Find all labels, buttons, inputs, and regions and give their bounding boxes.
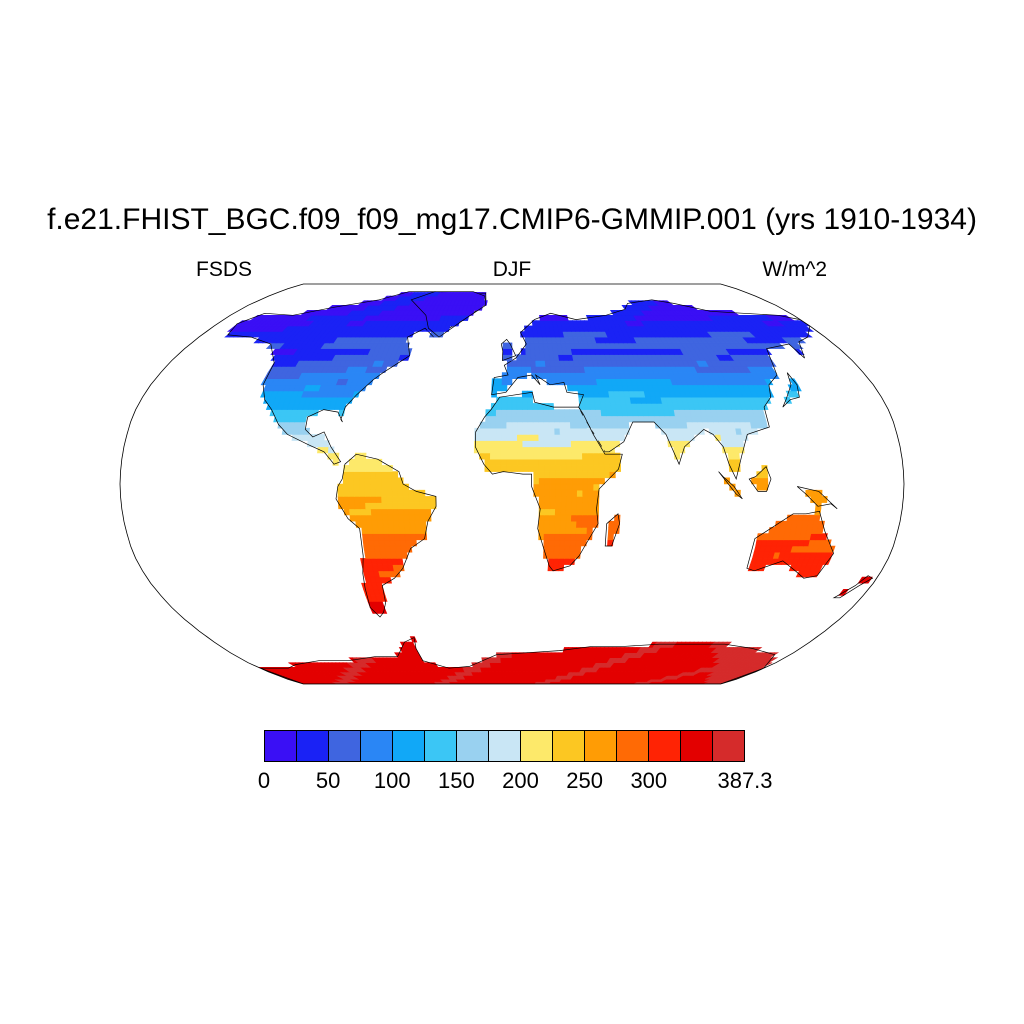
coastline-madagascar xyxy=(604,513,620,547)
colorbar-labels: 0 50 100 150 200 250 300 387.3 xyxy=(0,768,1024,798)
continent-borneo xyxy=(748,465,772,492)
colorbar-box xyxy=(457,731,489,761)
continent-south-america xyxy=(335,452,437,618)
colorbar-box xyxy=(489,731,521,761)
continent-madagascar xyxy=(604,513,621,547)
coastline-japan xyxy=(782,372,800,408)
colorbar-tick-label: 387.3 xyxy=(717,768,773,793)
colorbar-box xyxy=(681,731,713,761)
season-label: DJF xyxy=(492,258,532,281)
units-label: W/m^2 xyxy=(762,258,827,281)
coastline-antarctica xyxy=(260,637,776,684)
colorbar-box xyxy=(393,731,425,761)
continent-australia xyxy=(746,508,836,579)
continent-europe-asia xyxy=(491,299,815,481)
colorbar-tick-label: 250 xyxy=(566,768,604,793)
colorbar-box xyxy=(361,731,393,761)
coastline-new-zealand xyxy=(832,575,874,599)
coastline-borneo xyxy=(748,465,772,492)
coastline-africa xyxy=(474,391,623,572)
colorbar-box xyxy=(329,731,361,761)
colorbar-box xyxy=(553,731,585,761)
coastline-sumatra xyxy=(718,471,743,500)
continent-greenland xyxy=(410,291,488,338)
continent-japan xyxy=(782,372,802,408)
variable-label: FSDS xyxy=(196,258,253,281)
colorbar-tick-label: 150 xyxy=(438,768,475,793)
colorbar-box xyxy=(297,731,329,761)
coastline-south-america xyxy=(335,453,437,618)
continent-new-zealand xyxy=(832,575,874,599)
coastline-new-guinea xyxy=(796,486,838,510)
continent-new-guinea xyxy=(796,486,838,510)
coastline-uk xyxy=(500,338,517,362)
colorbar-tick-label: 50 xyxy=(315,768,341,793)
continent-africa xyxy=(473,390,623,572)
colorbar xyxy=(264,730,745,762)
colorbar-tick-label: 100 xyxy=(373,768,411,793)
coastline-australia xyxy=(746,510,834,579)
colorbar-tick-label: 0 xyxy=(257,768,271,793)
continent-uk xyxy=(500,338,517,362)
colorbar-box xyxy=(585,731,617,761)
map-outline xyxy=(119,283,905,685)
colorbar-box xyxy=(649,731,681,761)
coastline-europe-asia xyxy=(491,299,811,481)
colorbar-tick-label: 200 xyxy=(502,768,539,793)
land-layer xyxy=(224,291,874,684)
colorbar-box xyxy=(713,731,744,761)
colorbar-box xyxy=(265,731,297,761)
colorbar-box xyxy=(617,731,649,761)
colorbar-box xyxy=(521,731,553,761)
colorbar-tick-label: 300 xyxy=(630,768,668,793)
plot-title: f.e21.FHIST_BGC.f09_f09_mg17.CMIP6-GMMIP… xyxy=(47,203,977,236)
colorbar-box xyxy=(425,731,457,761)
continent-antarctica xyxy=(258,636,780,684)
continent-sumatra xyxy=(718,471,743,500)
coastline-greenland xyxy=(410,291,486,338)
